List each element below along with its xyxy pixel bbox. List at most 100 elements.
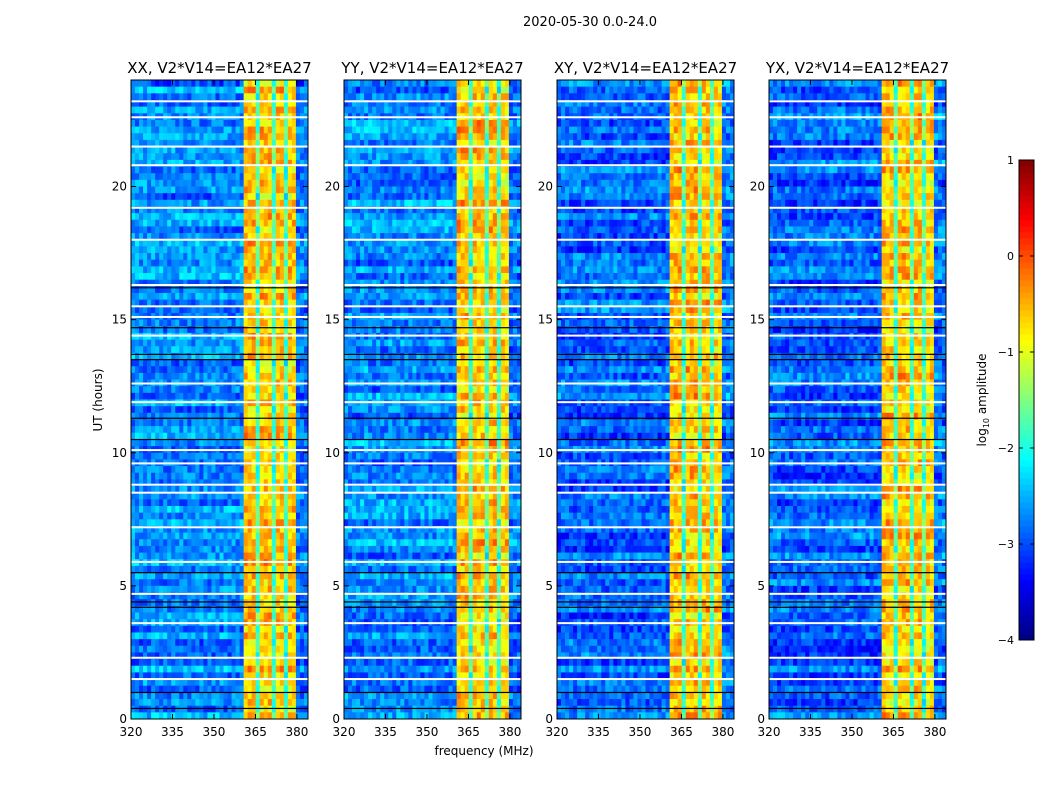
heatmap-cell xyxy=(179,699,184,707)
heatmap-cell xyxy=(203,326,208,334)
heatmap-cell xyxy=(171,146,176,154)
heatmap-cell xyxy=(384,119,389,127)
heatmap-cell xyxy=(424,173,429,181)
heatmap-cell xyxy=(183,392,188,400)
heatmap-cell xyxy=(167,166,172,174)
heatmap-cell xyxy=(215,233,220,241)
heatmap-cell xyxy=(175,253,180,261)
heatmap-cell xyxy=(239,213,245,221)
heatmap-cell xyxy=(143,226,148,234)
heatmap-cell xyxy=(223,692,228,700)
heatmap-cell xyxy=(227,625,232,633)
heatmap-cell xyxy=(384,99,389,108)
heatmap-cell xyxy=(231,372,236,380)
heatmap-cell xyxy=(436,119,441,127)
heatmap-cell xyxy=(143,565,148,573)
heatmap-cell xyxy=(239,412,245,420)
heatmap-cell xyxy=(199,579,204,587)
heatmap-cell xyxy=(199,539,204,547)
heatmap-cell xyxy=(199,452,204,460)
heatmap-cell xyxy=(139,565,144,573)
heatmap-cell xyxy=(376,126,381,134)
heatmap-cell xyxy=(275,233,281,241)
heatmap-cell xyxy=(396,166,401,174)
heatmap-cell xyxy=(155,486,160,494)
heatmap-cell xyxy=(468,146,474,154)
heatmap-cell xyxy=(352,139,357,147)
flagged-row-white xyxy=(131,284,308,287)
heatmap-cell xyxy=(203,579,208,587)
heatmap-cell xyxy=(287,472,293,480)
heatmap-cell xyxy=(183,539,188,547)
heatmap-cell xyxy=(231,99,236,108)
heatmap-cell xyxy=(267,173,273,181)
heatmap-cell xyxy=(171,665,176,673)
heatmap-cell xyxy=(143,412,148,420)
heatmap-cell xyxy=(496,133,502,141)
heatmap-cell xyxy=(179,492,184,500)
heatmap-cell xyxy=(243,386,249,394)
heatmap-cell xyxy=(159,253,164,261)
heatmap-cell xyxy=(283,219,289,227)
heatmap-cell xyxy=(460,173,466,181)
heatmap-cell xyxy=(159,386,164,394)
heatmap-cell xyxy=(131,139,136,147)
heatmap-cell xyxy=(167,705,172,713)
heatmap-cell xyxy=(135,339,140,347)
heatmap-cell xyxy=(283,486,289,494)
heatmap-cell xyxy=(247,406,253,414)
heatmap-cell xyxy=(207,665,212,673)
heatmap-cell xyxy=(344,173,349,181)
heatmap-cell xyxy=(456,99,462,108)
heatmap-cell xyxy=(267,193,273,201)
heatmap-cell xyxy=(159,652,164,660)
heatmap-cell xyxy=(231,119,236,127)
heatmap-cell xyxy=(380,99,385,108)
heatmap-cell xyxy=(167,506,172,514)
heatmap-cell xyxy=(211,519,216,527)
heatmap-cell xyxy=(171,585,176,593)
heatmap-cell xyxy=(163,625,168,633)
heatmap-cell xyxy=(227,86,232,94)
heatmap-cell xyxy=(235,652,241,660)
heatmap-cell xyxy=(131,339,136,347)
heatmap-cell xyxy=(251,492,257,500)
heatmap-cell xyxy=(247,699,253,707)
heatmap-cell xyxy=(151,166,156,174)
heatmap-cell xyxy=(275,592,281,600)
heatmap-cell xyxy=(139,173,144,181)
heatmap-cell xyxy=(492,80,498,88)
heatmap-cell xyxy=(291,146,297,154)
heatmap-cell xyxy=(199,612,204,620)
heatmap-cell xyxy=(251,532,257,540)
heatmap-cell xyxy=(155,679,160,687)
flagged-row-white xyxy=(131,560,308,563)
heatmap-cell xyxy=(171,525,176,534)
heatmap-cell xyxy=(215,133,220,141)
heatmap-cell xyxy=(476,173,482,181)
heatmap-cell xyxy=(147,412,152,420)
heatmap-cell xyxy=(135,519,140,527)
heatmap-cell xyxy=(219,106,224,114)
heatmap-cell xyxy=(360,86,365,94)
heatmap-cell xyxy=(380,119,385,127)
heatmap-cell xyxy=(235,599,241,607)
heatmap-cell xyxy=(143,199,148,207)
heatmap-cell xyxy=(496,173,502,181)
heatmap-cell xyxy=(303,273,309,281)
heatmap-cell xyxy=(195,293,200,301)
heatmap-cell xyxy=(207,186,212,194)
heatmap-cell xyxy=(191,133,196,141)
heatmap-cell xyxy=(131,492,136,500)
heatmap-cell xyxy=(480,179,486,187)
heatmap-cell xyxy=(295,532,301,540)
heatmap-cell xyxy=(143,479,148,487)
heatmap-cell xyxy=(440,146,445,154)
heatmap-cell xyxy=(404,159,409,167)
heatmap-cell xyxy=(163,592,168,600)
heatmap-cell xyxy=(163,545,168,553)
heatmap-cell xyxy=(235,80,241,88)
heatmap-cell xyxy=(211,199,216,207)
heatmap-cell xyxy=(159,293,164,301)
heatmap-cell xyxy=(163,439,168,447)
